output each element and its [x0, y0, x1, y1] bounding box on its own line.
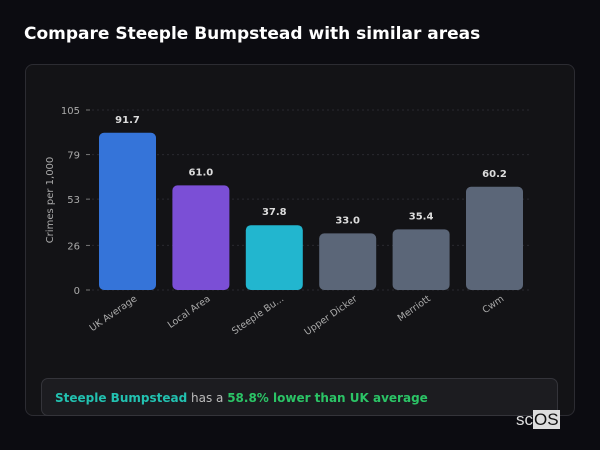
summary-place: Steeple Bumpstead [55, 391, 188, 405]
y-tick-label: 79 [67, 151, 80, 162]
bar [466, 186, 523, 290]
data-label: 33.0 [335, 215, 360, 226]
data-label: 37.8 [262, 207, 287, 218]
y-tick-label: 26 [67, 241, 80, 252]
data-label: 61.0 [189, 167, 214, 178]
y-axis-label: Crimes per 1,000 [45, 157, 56, 244]
x-tick-label: Steeple Bu... [230, 293, 286, 337]
page-title: Compare Steeple Bumpstead with similar a… [24, 24, 481, 44]
bar [99, 132, 156, 290]
data-label: 60.2 [482, 169, 507, 180]
y-tick-label: 0 [74, 286, 80, 297]
y-tick-label: 105 [61, 106, 80, 117]
data-label: 35.4 [409, 211, 434, 222]
x-tick-label: Cwm [481, 293, 507, 316]
bar-chart: 0 26 53 79 105 Crimes per 1,000 91.7 UK Average… [45, 106, 530, 338]
data-label: 91.7 [115, 115, 140, 126]
logo: scOS [516, 410, 560, 429]
y-tick-label: 53 [67, 195, 80, 206]
summary-box: Steeple Bumpstead has a 58.8% lower than… [41, 378, 558, 416]
x-tick-label: Upper Dicker [302, 293, 359, 338]
bar [392, 229, 450, 290]
x-tick-label: Local Area [166, 293, 213, 330]
bar [245, 225, 303, 290]
summary-comparison: 58.8% lower than UK average [227, 391, 428, 405]
summary-text: has a [187, 391, 228, 405]
bar [172, 185, 230, 290]
x-tick-label: Merriott [396, 293, 433, 324]
x-tick-label: UK Average [88, 293, 140, 334]
bar [319, 233, 377, 290]
